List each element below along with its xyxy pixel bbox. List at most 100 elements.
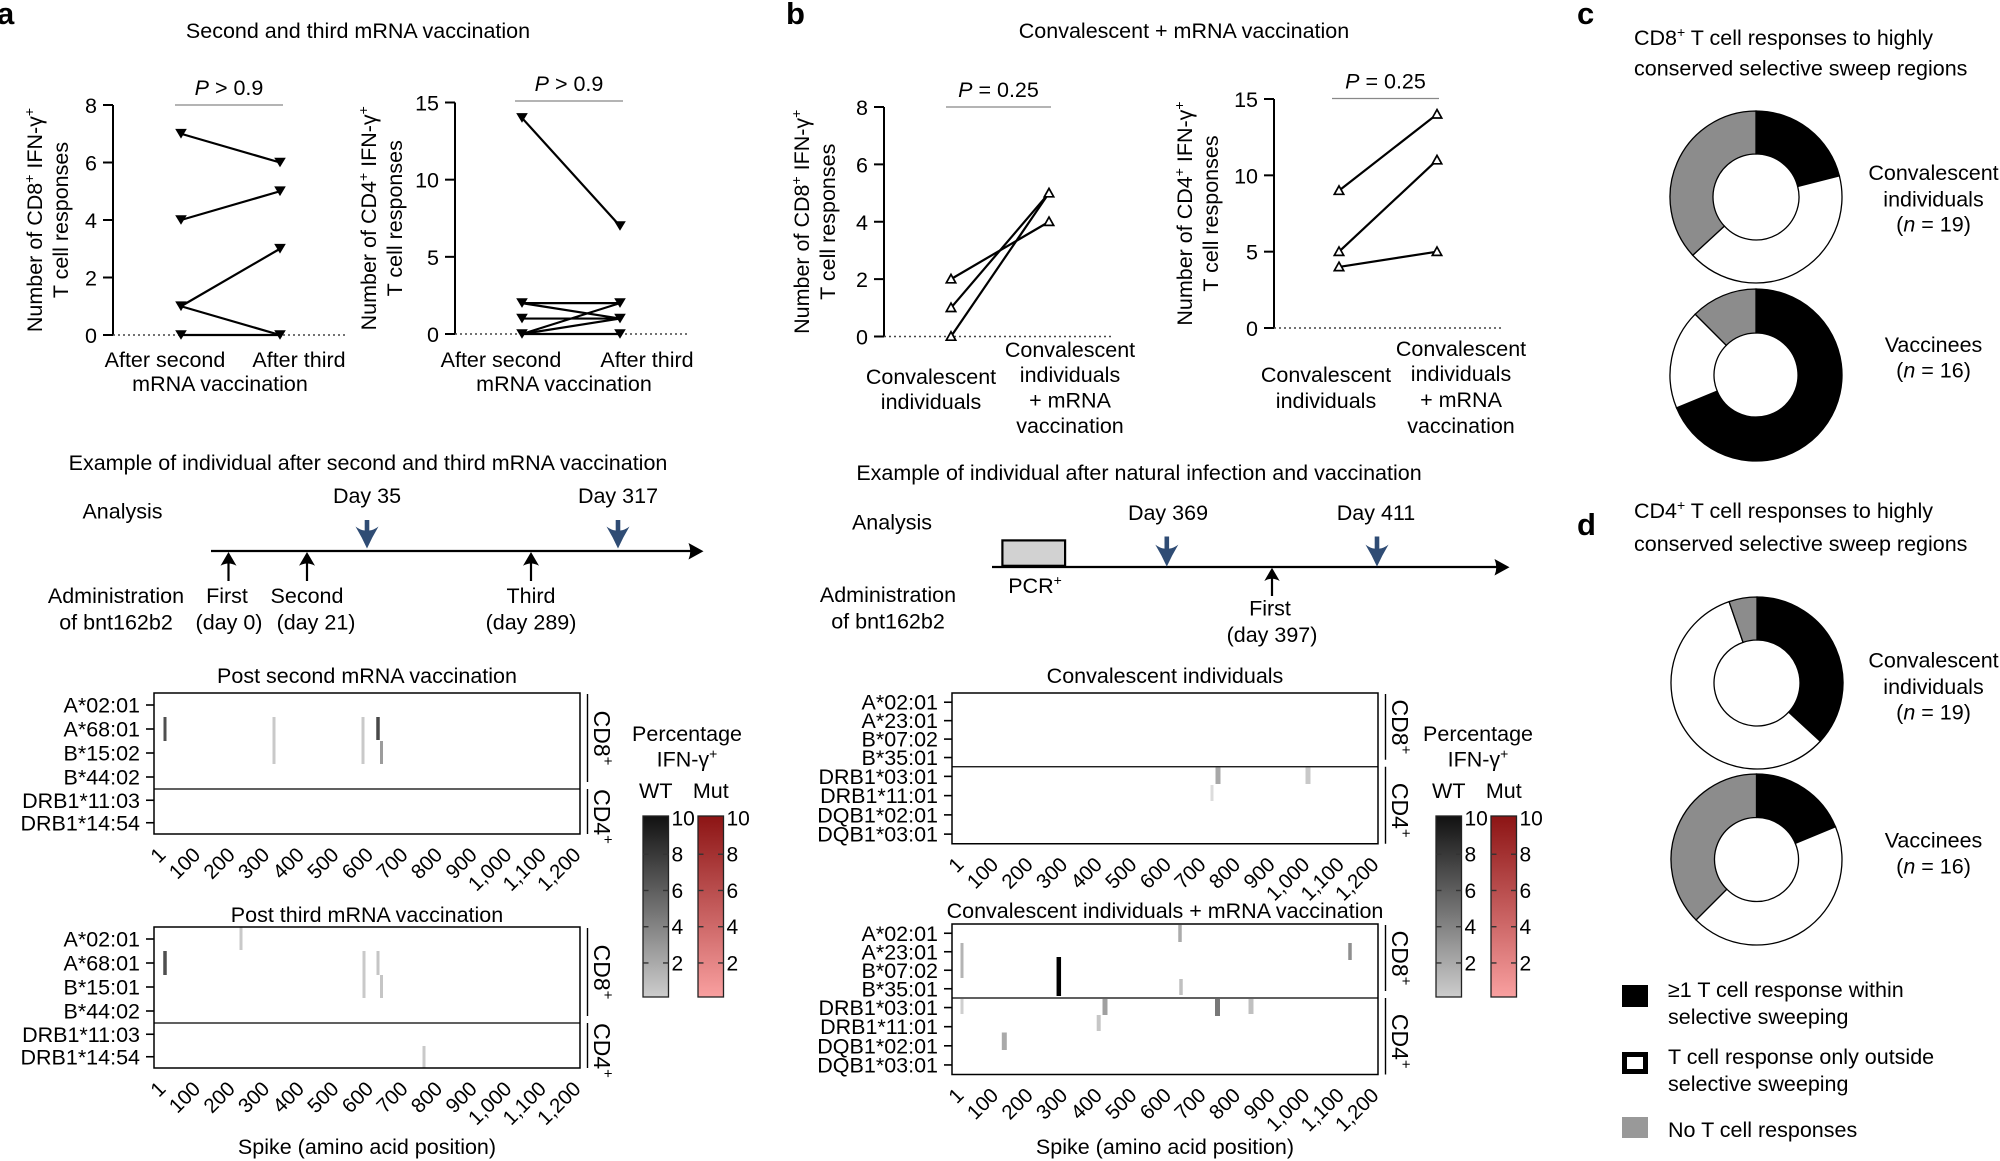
svg-text:Third: Third [507, 584, 556, 608]
svg-text:2: 2 [672, 952, 684, 975]
svg-text:CD8+​: CD8+​ [1387, 699, 1414, 754]
svg-text:Percentage: Percentage [1423, 722, 1533, 746]
svg-text:P = 0.25: P = 0.25 [1345, 70, 1426, 94]
svg-text:Day 35: Day 35 [333, 484, 401, 508]
svg-text:8: 8 [1465, 844, 1477, 867]
svg-text:B*07:02: B*07:02 [861, 728, 938, 752]
svg-text:6: 6 [672, 880, 684, 903]
svg-text:conserved selective sweep regi: conserved selective sweep regions [1634, 57, 1967, 81]
svg-text:≥1 T cell response within: ≥1 T cell response within [1668, 978, 1904, 1002]
svg-text:Percentage: Percentage [632, 722, 742, 746]
svg-text:individuals: individuals [1883, 675, 1983, 699]
svg-text:(n = 16): (n = 16) [1896, 359, 1971, 383]
svg-text:Administration: Administration [820, 583, 956, 607]
svg-text:c: c [1577, 0, 1594, 31]
svg-text:DQB1*02:01: DQB1*02:01 [817, 803, 938, 827]
svg-text:No T cell responses: No T cell responses [1668, 1118, 1857, 1142]
svg-text:8: 8 [856, 96, 868, 120]
svg-text:(n = 19): (n = 19) [1896, 213, 1971, 237]
svg-text:Number of CD4+​ IFN-γ+​: Number of CD4+​ IFN-γ+​ [1171, 101, 1197, 325]
svg-text:DRB1*11:01: DRB1*11:01 [820, 784, 938, 808]
svg-text:Convalescent: Convalescent [866, 365, 996, 389]
svg-text:CD8+​: CD8+​ [589, 945, 616, 1000]
svg-text:P > 0.9: P > 0.9 [535, 72, 604, 96]
svg-text:Second: Second [271, 584, 344, 608]
svg-text:WT: WT [1432, 779, 1465, 803]
svg-text:2: 2 [1520, 952, 1532, 975]
svg-text:B*44:02: B*44:02 [63, 766, 140, 790]
svg-text:4: 4 [856, 211, 868, 235]
svg-text:Day 411: Day 411 [1337, 501, 1415, 525]
svg-text:T cell responses: T cell responses [816, 144, 840, 300]
svg-text:Post third mRNA vaccination: Post third mRNA vaccination [231, 903, 503, 927]
svg-text:4: 4 [85, 209, 97, 233]
svg-text:DRB1*11:03: DRB1*11:03 [22, 789, 140, 813]
svg-text:6: 6 [856, 153, 868, 177]
svg-text:Convalescent individuals: Convalescent individuals [1047, 664, 1284, 688]
svg-text:Convalescent: Convalescent [1005, 338, 1135, 362]
svg-text:CD8+​: CD8+​ [1387, 931, 1414, 986]
svg-text:Convalescent: Convalescent [1868, 161, 1998, 185]
svg-text:0: 0 [1246, 317, 1258, 341]
svg-text:Convalescent: Convalescent [1261, 363, 1391, 387]
svg-text:After second: After second [105, 348, 226, 372]
svg-text:5: 5 [1246, 241, 1258, 265]
svg-text:PCR+​: PCR+​ [1008, 572, 1062, 598]
svg-text:CD4+​: CD4+​ [589, 1023, 616, 1078]
svg-text:B*15:02: B*15:02 [63, 742, 140, 766]
svg-text:IFN-γ+​: IFN-γ+​ [1448, 746, 1509, 772]
svg-text:Number of CD4+​ IFN-γ+​: Number of CD4+​ IFN-γ+​ [355, 106, 381, 330]
svg-text:0: 0 [427, 323, 439, 347]
svg-text:+ mRNA: + mRNA [1029, 389, 1111, 413]
svg-text:A*02:01: A*02:01 [63, 928, 140, 952]
svg-text:Convalescent: Convalescent [1868, 649, 1998, 673]
svg-text:individuals: individuals [1020, 363, 1120, 387]
svg-text:DRB1*14:54: DRB1*14:54 [20, 811, 140, 835]
svg-text:10: 10 [727, 808, 750, 831]
svg-text:d: d [1577, 507, 1596, 542]
svg-text:(day 289): (day 289) [486, 611, 577, 635]
svg-text:8: 8 [85, 94, 97, 118]
svg-text:CD4+​ T cell responses to high: CD4+​ T cell responses to highly [1634, 497, 1933, 523]
svg-text:(day 0): (day 0) [196, 611, 263, 635]
svg-text:of bnt162b2: of bnt162b2 [831, 610, 945, 634]
svg-text:CD4+​: CD4+​ [1387, 783, 1414, 838]
svg-text:T cell responses: T cell responses [1199, 135, 1223, 291]
svg-text:Number of CD8+​ IFN-γ+​: Number of CD8+​ IFN-γ+​ [788, 110, 814, 334]
svg-text:After third: After third [600, 348, 693, 372]
svg-text:WT: WT [639, 779, 672, 803]
svg-text:(n = 16): (n = 16) [1896, 855, 1971, 879]
svg-text:Vaccinees: Vaccinees [1885, 333, 1983, 357]
svg-text:mRNA vaccination: mRNA vaccination [476, 372, 652, 396]
svg-text:2: 2 [1465, 952, 1477, 975]
svg-text:mRNA vaccination: mRNA vaccination [132, 372, 308, 396]
svg-text:Day 369: Day 369 [1128, 501, 1208, 525]
svg-text:Convalescent individuals + mRN: Convalescent individuals + mRNA vaccinat… [947, 899, 1384, 923]
svg-text:a: a [0, 0, 15, 31]
svg-text:Day 317: Day 317 [578, 484, 658, 508]
svg-text:B*44:02: B*44:02 [63, 1000, 140, 1024]
svg-text:CD4+​: CD4+​ [1387, 1014, 1414, 1069]
svg-text:DRB1*11:03: DRB1*11:03 [22, 1023, 140, 1047]
svg-text:Convalescent + mRNA vaccinatio: Convalescent + mRNA vaccination [1019, 19, 1349, 43]
svg-text:CD4+​: CD4+​ [589, 789, 616, 844]
svg-text:A*68:01: A*68:01 [63, 952, 140, 976]
svg-text:6: 6 [85, 152, 97, 176]
svg-text:Example of individual after se: Example of individual after second and t… [69, 451, 668, 475]
svg-text:conserved selective sweep regi: conserved selective sweep regions [1634, 532, 1967, 556]
svg-text:of bnt162b2: of bnt162b2 [59, 611, 173, 635]
svg-text:A*02:01: A*02:01 [861, 922, 938, 946]
svg-text:CD8+​: CD8+​ [589, 711, 616, 766]
svg-text:individuals: individuals [1411, 362, 1511, 386]
svg-text:individuals: individuals [1276, 389, 1376, 413]
svg-text:Spike (amino acid position): Spike (amino acid position) [1036, 1135, 1294, 1159]
svg-text:10: 10 [672, 808, 695, 831]
svg-text:2: 2 [727, 952, 739, 975]
svg-text:10: 10 [1234, 164, 1258, 188]
svg-text:A*02:01: A*02:01 [861, 691, 938, 715]
svg-text:Post second mRNA vaccination: Post second mRNA vaccination [217, 664, 517, 688]
svg-text:T cell responses: T cell responses [49, 142, 73, 298]
svg-text:Spike (amino acid position): Spike (amino acid position) [238, 1135, 496, 1159]
svg-text:T cell response only outside: T cell response only outside [1668, 1045, 1934, 1069]
svg-text:(n = 19): (n = 19) [1896, 701, 1971, 725]
